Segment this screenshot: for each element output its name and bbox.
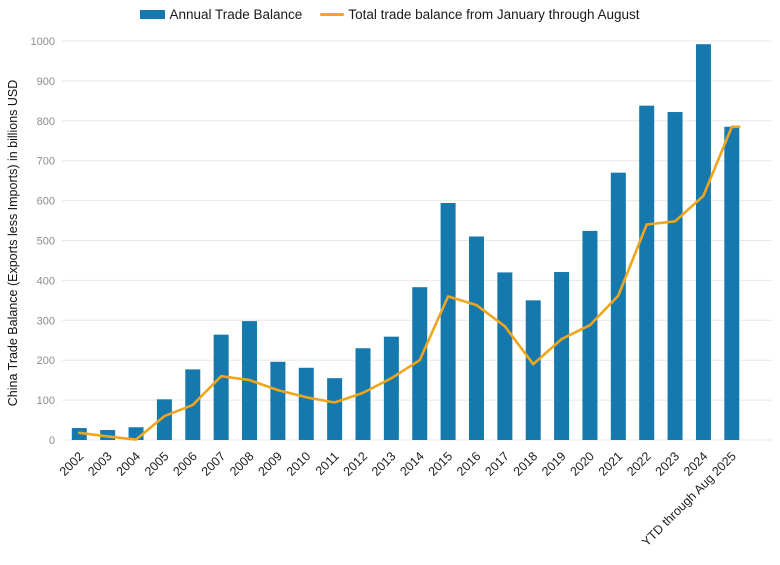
bar-YTD through Aug 2025: [724, 126, 740, 440]
x-label-2012: 2012: [341, 449, 371, 479]
y-tick-500: 500: [37, 236, 55, 248]
bar-2017: [497, 272, 513, 440]
bar-2016: [468, 236, 484, 440]
legend-item-ytd-line: Total trade balance from January through…: [320, 7, 640, 22]
y-tick-800: 800: [37, 116, 55, 128]
x-label-2010: 2010: [284, 449, 314, 479]
x-label-2015: 2015: [426, 449, 456, 479]
bar-2020: [582, 230, 598, 440]
legend-item-annual-trade-balance: Annual Trade Balance: [140, 7, 302, 22]
x-label-2020: 2020: [568, 449, 598, 479]
y-tick-400: 400: [37, 275, 55, 287]
y-axis-title: China Trade Balance (Exports less Import…: [6, 80, 20, 407]
bar-2009: [270, 361, 286, 440]
line-series-swatch-icon: [320, 13, 345, 16]
bar-2019: [554, 272, 570, 440]
x-label-2008: 2008: [227, 449, 257, 479]
bar-2022: [639, 105, 655, 440]
legend-label-annual-trade-balance: Annual Trade Balance: [169, 7, 303, 22]
x-label-2016: 2016: [454, 449, 484, 479]
y-tick-100: 100: [37, 395, 55, 407]
x-label-2011: 2011: [313, 449, 342, 478]
x-label-2022: 2022: [624, 449, 654, 479]
x-label-2017: 2017: [482, 449, 512, 479]
chart-legend: Annual Trade Balance Total trade balance…: [0, 7, 780, 22]
y-tick-600: 600: [37, 196, 55, 208]
bar-2015: [440, 202, 456, 440]
y-tick-300: 300: [37, 315, 55, 327]
y-tick-700: 700: [37, 156, 55, 168]
bar-2003: [100, 430, 116, 440]
x-label-2014: 2014: [397, 449, 427, 479]
x-label-2009: 2009: [255, 449, 285, 479]
bar-2018: [525, 300, 541, 440]
x-label-2019: 2019: [539, 449, 569, 479]
bar-2023: [667, 112, 683, 440]
legend-label-ytd-line: Total trade balance from January through…: [348, 7, 640, 22]
x-label-2021: 2021: [596, 449, 626, 479]
bar-2011: [327, 378, 343, 440]
y-tick-0: 0: [49, 435, 55, 447]
x-label-2018: 2018: [511, 449, 541, 479]
x-label-2007: 2007: [199, 449, 229, 479]
x-label-2004: 2004: [114, 449, 144, 479]
y-tick-900: 900: [37, 76, 55, 88]
x-label-2003: 2003: [85, 449, 115, 479]
bar-2013: [383, 336, 399, 440]
bar-2024: [695, 44, 711, 440]
y-tick-1000: 1000: [31, 36, 55, 48]
ytd-trend-line: [78, 125, 741, 441]
bar-2007: [213, 334, 229, 440]
bar-2005: [156, 399, 172, 440]
bar-2010: [298, 367, 314, 440]
bar-2014: [412, 287, 428, 440]
x-label-2013: 2013: [369, 449, 399, 479]
y-tick-200: 200: [37, 355, 55, 367]
x-label-2002: 2002: [57, 449, 87, 479]
x-label-2005: 2005: [142, 449, 172, 479]
bar-series-swatch-icon: [140, 10, 166, 19]
x-label-2006: 2006: [170, 449, 200, 479]
x-label-2023: 2023: [653, 449, 683, 479]
bar-2021: [610, 172, 626, 441]
